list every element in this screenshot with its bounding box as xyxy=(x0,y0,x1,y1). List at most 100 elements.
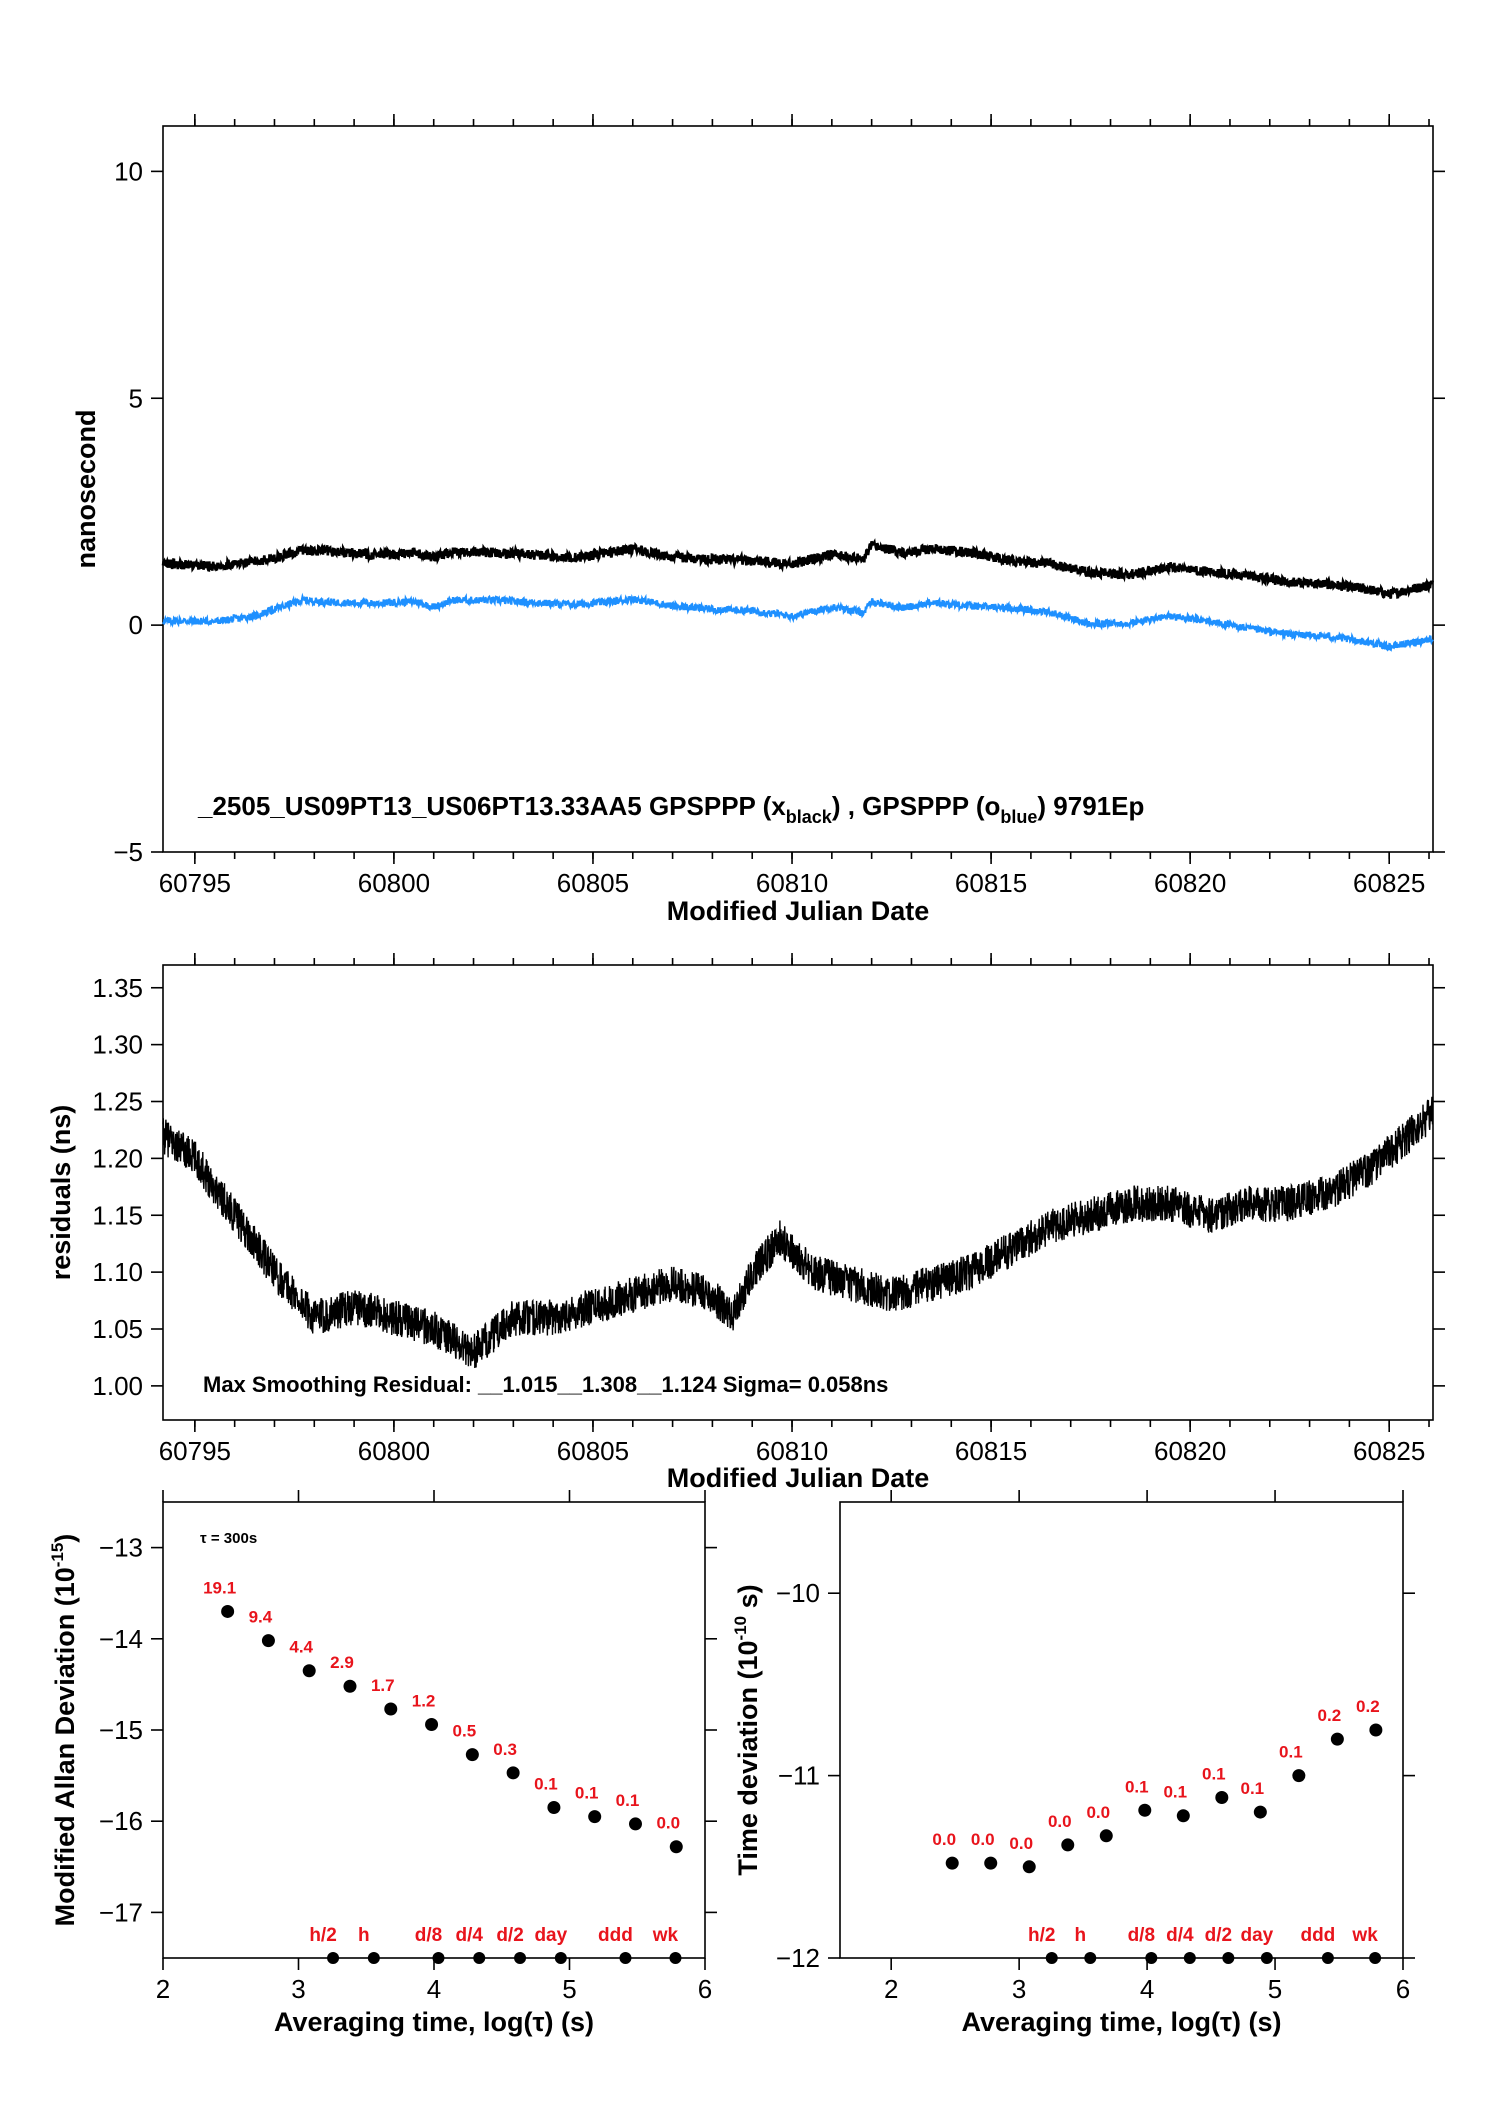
plot-frame xyxy=(162,964,1434,1421)
y-tick-label: 1.05 xyxy=(92,1314,143,1344)
x-tick-label: 2 xyxy=(156,1974,170,2004)
x-tick-label: 60820 xyxy=(1154,868,1226,898)
data-point-label: 0.0 xyxy=(971,1830,995,1849)
data-point xyxy=(669,1840,683,1854)
x-axis-title: Averaging time, log(τ) (s) xyxy=(961,2007,1281,2037)
y-tick-label: 1.10 xyxy=(92,1257,143,1287)
time-marker-label: h/2 xyxy=(1028,1925,1055,1946)
data-point-label: 0.1 xyxy=(616,1791,640,1810)
data-point-label: 0.1 xyxy=(575,1784,599,1803)
data-point xyxy=(465,1748,479,1762)
y-axis-title: nanosecond xyxy=(71,409,101,568)
y-tick-label: −15 xyxy=(99,1715,143,1745)
x-tick-label: 60815 xyxy=(955,1436,1027,1466)
x-tick-label: 60795 xyxy=(159,868,231,898)
data-point-label: 0.0 xyxy=(1048,1812,1072,1831)
data-point xyxy=(384,1702,398,1716)
y-tick-label: −12 xyxy=(776,1943,820,1973)
y-tick-label: −11 xyxy=(778,1761,820,1791)
time-marker-label: d/2 xyxy=(1205,1925,1232,1946)
y-tick-label: −17 xyxy=(99,1897,143,1927)
plot-frame xyxy=(162,125,1434,853)
data-point xyxy=(1292,1769,1306,1783)
time-marker-dot xyxy=(1145,1952,1158,1964)
data-point xyxy=(343,1679,357,1693)
data-point-label: 0.1 xyxy=(1163,1783,1187,1802)
time-marker-label: wk xyxy=(1351,1925,1378,1946)
y-tick-label: 1.30 xyxy=(92,1030,143,1060)
middle-panel-residuals: 60795 60800 60805 60810 60815 60820 60825 1.35 1… xyxy=(46,953,1445,1493)
time-marker-label: h xyxy=(1074,1925,1086,1946)
x-tick-label: 60810 xyxy=(756,1436,828,1466)
data-point-label: 19.1 xyxy=(203,1578,236,1597)
data-point xyxy=(302,1664,316,1678)
time-marker-dot xyxy=(1183,1952,1196,1964)
data-point-label: 4.4 xyxy=(289,1638,313,1657)
y-tick-label: −16 xyxy=(99,1806,143,1836)
data-point xyxy=(1138,1803,1152,1817)
y-tick-label: −10 xyxy=(776,1578,820,1608)
x-tick-label: 60795 xyxy=(159,1436,231,1466)
data-point xyxy=(1022,1860,1036,1874)
bottom-left-panel-allan-deviation: 2 3 4 5 6 −13 −14 −15 −16 −17 19.1 9.4 4.4 2.9 1.7 1.2 0… xyxy=(48,1490,717,2037)
y-tick-label: 1.00 xyxy=(92,1371,143,1401)
black-series-line xyxy=(161,538,1435,599)
data-point-label: 0.1 xyxy=(1279,1743,1303,1762)
data-point-label: 0.5 xyxy=(453,1722,477,1741)
time-marker-label: wk xyxy=(652,1925,679,1946)
top-panel-clock-difference: 60795 60800 60805 60810 60815 60820 60825 10 5 0 −… xyxy=(71,114,1445,926)
x-tick-label: 6 xyxy=(698,1974,712,2004)
y-tick-label: −14 xyxy=(99,1624,143,1654)
time-marker-label: h xyxy=(358,1925,370,1946)
data-point-label: 0.0 xyxy=(1009,1834,1033,1853)
time-marker-label: d/4 xyxy=(456,1925,484,1946)
data-point-label: 9.4 xyxy=(249,1608,273,1627)
data-point-label: 0.3 xyxy=(493,1740,517,1759)
data-point xyxy=(1330,1732,1344,1746)
data-point xyxy=(628,1817,642,1831)
time-marker-label: h/2 xyxy=(309,1925,336,1946)
data-point xyxy=(588,1810,602,1824)
x-tick-label: 2 xyxy=(884,1974,898,2004)
data-point xyxy=(547,1801,561,1815)
data-point xyxy=(1215,1790,1229,1804)
time-marker-dot xyxy=(327,1952,340,1964)
data-point-label: 1.7 xyxy=(371,1676,395,1695)
time-marker-dot xyxy=(367,1952,380,1964)
x-tick-label: 60800 xyxy=(358,868,430,898)
y-tick-label: 0 xyxy=(129,610,143,640)
time-marker-label: d/4 xyxy=(1166,1925,1194,1946)
x-tick-label: 3 xyxy=(291,1974,305,2004)
data-point-label: 0.1 xyxy=(1125,1777,1149,1796)
time-marker-label: d/8 xyxy=(415,1925,442,1946)
time-marker-dot xyxy=(1260,1952,1273,1964)
y-tick-label: −13 xyxy=(99,1533,143,1563)
data-point xyxy=(1253,1805,1267,1819)
x-tick-label: 60810 xyxy=(756,868,828,898)
data-point-label: 0.1 xyxy=(534,1775,558,1794)
data-point-label: 0.0 xyxy=(932,1830,956,1849)
time-marker-label: day xyxy=(534,1925,567,1946)
time-marker-dot xyxy=(669,1952,682,1964)
residuals-series-line xyxy=(162,1096,1434,1369)
y-axis-title: Modified Allan Deviation (10-15) xyxy=(48,1534,80,1927)
data-point-label: 0.1 xyxy=(1202,1764,1226,1783)
data-point-label: 0.2 xyxy=(1356,1697,1380,1716)
plot-frame xyxy=(839,1501,1404,1959)
x-tick-label: 60825 xyxy=(1353,1436,1425,1466)
data-point-label: 0.2 xyxy=(1318,1706,1342,1725)
time-marker-dot xyxy=(432,1952,445,1964)
y-tick-label: −5 xyxy=(113,837,143,867)
time-marker-label: ddd xyxy=(598,1925,633,1946)
data-point xyxy=(425,1718,439,1732)
x-tick-label: 6 xyxy=(1396,1974,1410,2004)
x-tick-label: 4 xyxy=(427,1974,441,2004)
time-marker-label: d/2 xyxy=(496,1925,523,1946)
x-tick-label: 5 xyxy=(562,1974,576,2004)
time-marker-dot xyxy=(1045,1952,1058,1964)
time-marker-dot xyxy=(514,1952,527,1964)
y-tick-label: 10 xyxy=(114,156,143,186)
data-point xyxy=(1176,1809,1190,1823)
time-marker-dot xyxy=(1222,1952,1235,1964)
